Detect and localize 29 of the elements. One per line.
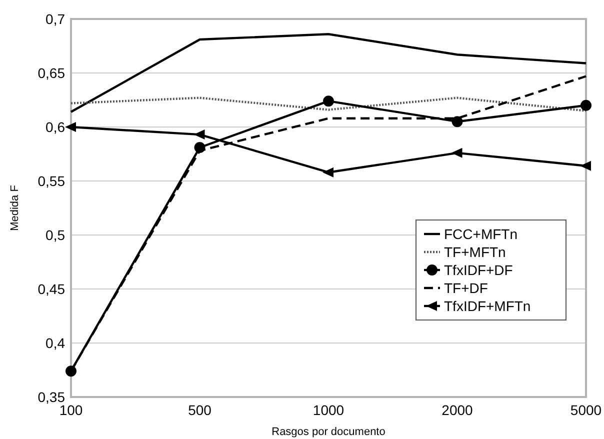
legend-label: TF+MFTn [444, 244, 506, 260]
point [323, 96, 334, 107]
y-tick-label: 0,4 [46, 334, 66, 351]
point [452, 116, 463, 128]
y-axis-title: Medida F [9, 184, 21, 231]
point [451, 148, 462, 158]
y-tick-label: 0,5 [46, 226, 66, 243]
legend-label: FCC+MFTn [444, 226, 518, 242]
point [580, 100, 592, 111]
line-series [70, 33, 588, 113]
y-tick-label: 0,65 [38, 64, 66, 81]
point [65, 122, 76, 132]
x-tick-label: 1000 [312, 402, 344, 418]
x-tick-label: 5000 [570, 402, 602, 418]
point [194, 130, 205, 140]
x-tick-label: 100 [59, 402, 83, 418]
legend-label: TfxIDF+DF [444, 262, 513, 278]
y-tick-label: 0,7 [46, 10, 66, 27]
x-tick-label: 2000 [442, 402, 474, 418]
y-tick-label: 0,35 [38, 388, 66, 405]
x-tick-label: 500 [188, 402, 212, 418]
point [580, 160, 591, 171]
y-tick-label: 0,6 [46, 118, 66, 135]
x-axis-title: Rasgos por documento [272, 426, 386, 438]
legend-label: TF+DF [444, 280, 488, 296]
point [322, 167, 334, 178]
y-tick-label: 0,45 [38, 280, 66, 297]
legend-label: TfxIDF+MFTn [444, 298, 531, 314]
y-tick-label: 0,55 [38, 172, 66, 189]
